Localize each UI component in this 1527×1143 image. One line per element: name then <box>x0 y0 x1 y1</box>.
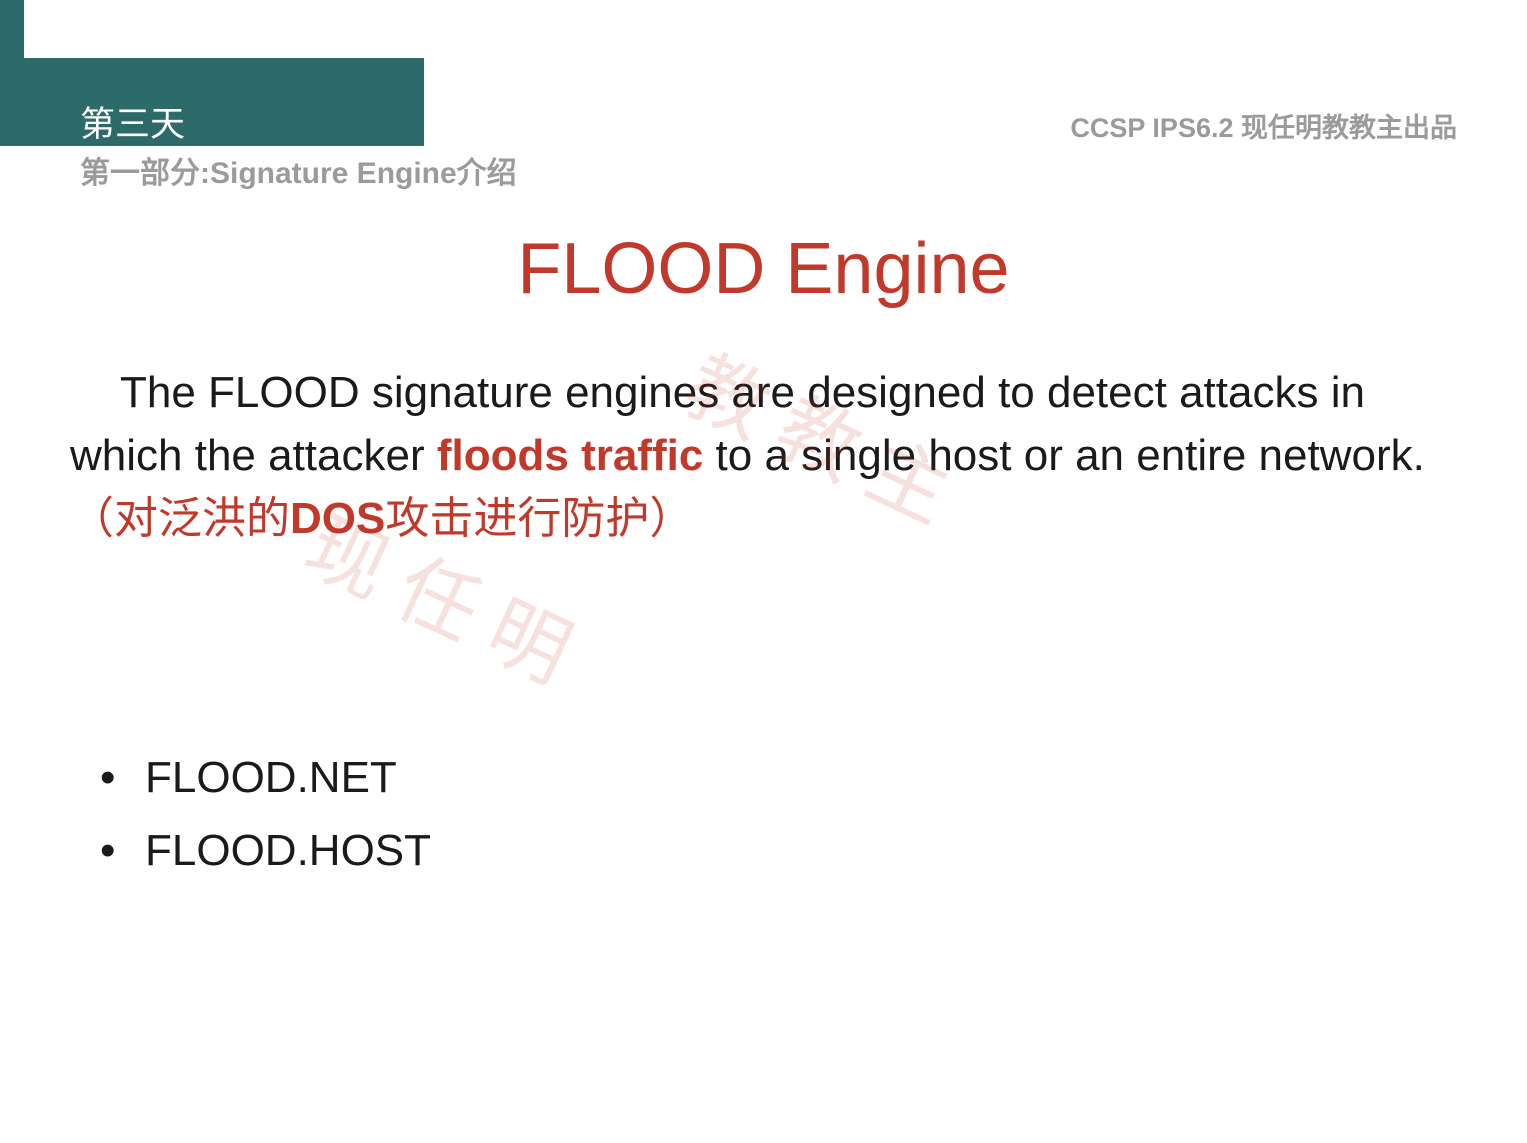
list-item: FLOOD.HOST <box>90 815 431 888</box>
body-paragraph: The FLOOD signature engines are designed… <box>70 362 1472 551</box>
bullet-label: FLOOD.HOST <box>145 826 431 875</box>
bullet-label: FLOOD.NET <box>145 753 397 802</box>
body-chinese-rest: 攻击进行防护） <box>385 494 693 543</box>
left-accent-stripe <box>0 0 24 146</box>
body-chinese-open: （对泛洪的 <box>70 494 290 543</box>
body-part2: to a single host or an entire network. <box>703 431 1425 480</box>
day-tag: 第三天 <box>24 58 424 146</box>
body-chinese-dos: DOS <box>290 494 385 543</box>
bullet-list: FLOOD.NET FLOOD.HOST <box>90 742 431 887</box>
day-label: 第三天 <box>80 105 185 144</box>
list-item: FLOOD.NET <box>90 742 431 815</box>
slide-title: FLOOD Engine <box>0 228 1527 310</box>
body-highlight-floods: floods traffic <box>437 431 703 480</box>
header-right-label: CCSP IPS6.2 现任明教教主出品 <box>1070 106 1457 145</box>
section-subtitle: 第一部分:Signature Engine介绍 <box>80 148 517 192</box>
